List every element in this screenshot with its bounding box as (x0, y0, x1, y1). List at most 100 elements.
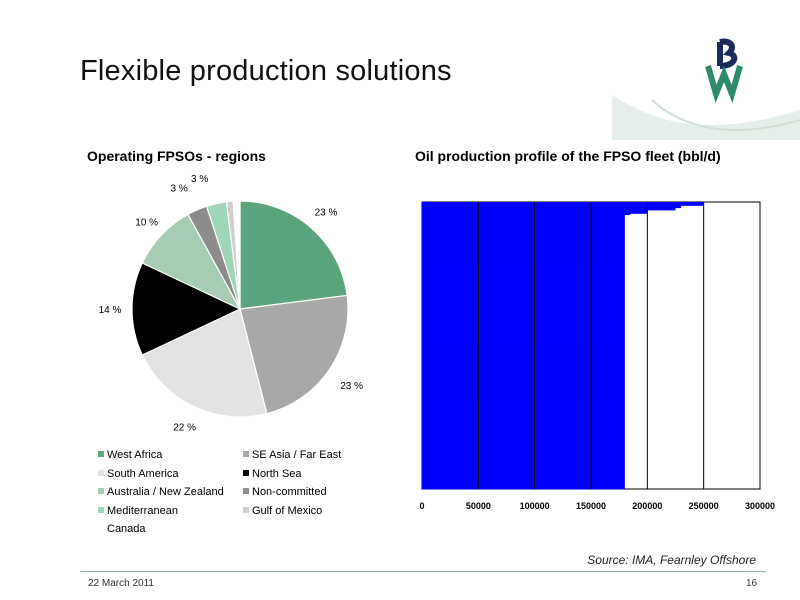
bar (422, 435, 625, 437)
bar (422, 348, 625, 350)
bar (422, 414, 625, 417)
bar (422, 331, 625, 333)
bar (422, 323, 625, 325)
pie-data-label: 22 % (173, 423, 196, 434)
bar (422, 335, 625, 338)
bar (422, 370, 625, 372)
bar (422, 274, 625, 276)
bar (422, 483, 625, 485)
bar (422, 219, 625, 221)
pie-data-label: 23 % (340, 381, 363, 392)
bar (422, 462, 625, 465)
bar (422, 254, 625, 257)
bar (422, 451, 625, 453)
bar (422, 338, 625, 340)
bar (422, 271, 625, 274)
bar (422, 252, 625, 254)
pie-data-label: 23 % (315, 207, 338, 218)
bar (422, 392, 625, 395)
bar (422, 391, 625, 394)
legend-label: North Sea (252, 467, 302, 480)
bar (422, 459, 625, 461)
bar (422, 364, 625, 366)
bar (422, 428, 625, 430)
bar (422, 347, 625, 349)
bar (422, 346, 625, 348)
pie-slice-canada (232, 200, 241, 310)
bar (422, 375, 625, 378)
bar (422, 231, 625, 234)
bar (422, 312, 625, 315)
pie-chart-title: Operating FPSOs - regions (87, 148, 266, 164)
bar (422, 260, 625, 262)
legend-item: Non-committed (243, 485, 327, 499)
bar (422, 411, 625, 413)
bar (422, 290, 625, 292)
bar (422, 384, 625, 387)
pie-data-label: 3 % (191, 175, 208, 185)
legend-swatch (98, 469, 104, 476)
x-tick-label: 0 (419, 501, 424, 511)
bar (422, 316, 625, 318)
bar (422, 287, 625, 290)
bar (422, 270, 625, 273)
bar (422, 368, 625, 371)
bar (422, 466, 625, 468)
bar (422, 317, 625, 320)
legend-item: Mediterranean (98, 504, 178, 518)
x-tick-label: 200000 (632, 501, 662, 511)
bar (422, 390, 625, 393)
bar (422, 423, 625, 426)
pie-data-label: 14 % (99, 305, 122, 316)
company-logo (612, 38, 800, 140)
bar (422, 354, 625, 356)
legend-label: South America (107, 467, 179, 480)
bar (422, 295, 625, 298)
bar (422, 436, 625, 438)
bar (422, 468, 625, 470)
bar (422, 374, 625, 377)
bar (422, 360, 625, 363)
bar (422, 264, 625, 267)
bar (422, 325, 625, 328)
legend-swatch (243, 506, 249, 513)
bar (422, 220, 625, 222)
pie-slice-south-america (141, 308, 268, 418)
bar (422, 447, 625, 450)
bar (422, 304, 625, 307)
bar (422, 310, 625, 313)
legend-swatch (243, 451, 249, 458)
pie-data-label: 3 % (171, 184, 188, 195)
bar (422, 302, 625, 305)
bar (422, 300, 625, 302)
legend-item: Canada (98, 522, 146, 536)
bar (422, 426, 625, 428)
bar (422, 442, 625, 444)
logo-swoosh (612, 95, 800, 140)
bar (422, 294, 625, 297)
bar (422, 223, 625, 226)
bar (422, 247, 625, 250)
bar (422, 283, 625, 285)
bar (422, 221, 625, 223)
x-tick-label: 300000 (745, 501, 775, 511)
legend-swatch (98, 525, 104, 531)
bar (422, 322, 625, 324)
bar (422, 235, 625, 237)
source-note: Source: IMA, Fearnley Offshore (587, 553, 756, 567)
bar (422, 388, 625, 390)
bar (422, 343, 625, 346)
legend-label: Australia / New Zealand (107, 486, 224, 498)
bar (422, 389, 625, 392)
legend-label: West Africa (107, 449, 163, 461)
bar (422, 381, 625, 384)
bar (422, 326, 625, 329)
bar (422, 320, 625, 323)
legend-item: South America (98, 467, 179, 481)
bar (422, 259, 625, 261)
bar (422, 207, 676, 210)
bar (422, 215, 625, 218)
bar (422, 469, 625, 472)
bar (422, 229, 625, 231)
bar (422, 446, 625, 449)
